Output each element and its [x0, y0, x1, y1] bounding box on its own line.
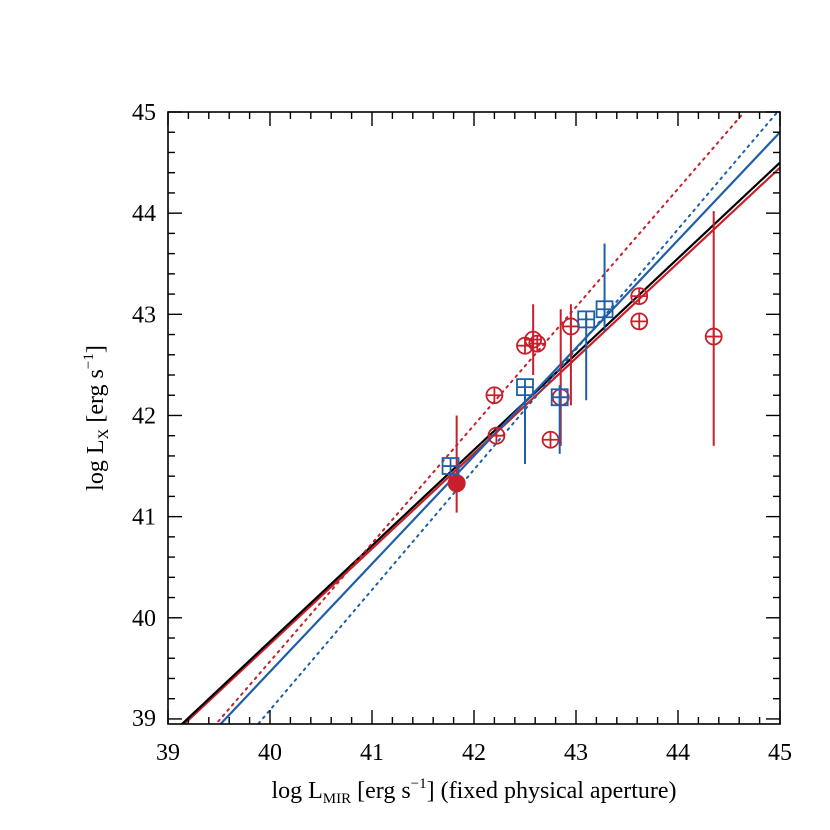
plus-marker: [578, 311, 595, 328]
x-tick-label: 40: [258, 740, 282, 766]
plus-marker: [542, 431, 559, 448]
plus-marker: [631, 288, 648, 305]
plus-marker: [486, 387, 503, 404]
data-point-square-plus: [441, 457, 460, 475]
data-point-square-plus: [577, 310, 596, 401]
tick-labels: 39 40 41 42 43 44 45 39 40 41 42 43 44 45: [132, 100, 792, 766]
data-point-circle-plus: [704, 211, 723, 446]
data-point-circle-plus: [630, 312, 649, 331]
plus-marker: [517, 379, 533, 396]
plus-marker: [525, 331, 542, 348]
data-point-square-plus: [595, 243, 614, 332]
plus-marker: [631, 313, 648, 330]
data-point-circle-plus: [487, 426, 506, 445]
data-point-filled-circle: [447, 415, 466, 513]
plot-frame: [167, 111, 781, 725]
x-tick-label: 42: [462, 740, 486, 766]
data-point-square-plus: [550, 385, 569, 454]
y-tick-label: 39: [132, 706, 156, 732]
plus-marker: [442, 458, 459, 475]
y-tick-label: 43: [132, 302, 156, 328]
axis-ticks: [167, 111, 781, 724]
data-point-circle-plus: [528, 334, 547, 353]
y-tick-label: 41: [132, 505, 156, 531]
plus-marker: [596, 301, 613, 318]
plus-marker: [529, 335, 546, 352]
y-tick-label: 42: [132, 403, 156, 429]
x-tick-label: 41: [360, 740, 384, 766]
plus-marker: [562, 318, 579, 335]
fit-lines: [180, 112, 780, 724]
x-tick-label: 43: [564, 740, 588, 766]
x-tick-label: 44: [666, 740, 690, 766]
fit-line-blue-solid: [219, 131, 780, 724]
filled-circle-marker: [447, 474, 466, 493]
fit-line-red-solid: [182, 166, 780, 724]
x-tick-label: 45: [768, 740, 792, 766]
y-axis-title: log LX [erg s−1]: [81, 345, 112, 491]
data-points: [441, 211, 723, 513]
fit-line-black-solid: [180, 161, 780, 724]
data-point-circle-plus: [541, 430, 560, 449]
plus-marker: [551, 389, 568, 406]
y-tick-label: 45: [132, 100, 156, 126]
x-tick-label: 39: [156, 740, 180, 766]
data-point-circle-plus: [485, 386, 504, 405]
plus-marker: [488, 427, 505, 444]
data-point-circle-plus: [630, 287, 649, 306]
data-point-circle-plus: [524, 304, 543, 376]
y-tick-label: 40: [132, 606, 156, 632]
x-axis-title: log LMIR [erg s−1] (fixed physical apert…: [271, 776, 676, 807]
plus-marker: [705, 328, 722, 345]
data-point-square-plus: [516, 378, 534, 465]
y-tick-label: 44: [132, 201, 156, 227]
